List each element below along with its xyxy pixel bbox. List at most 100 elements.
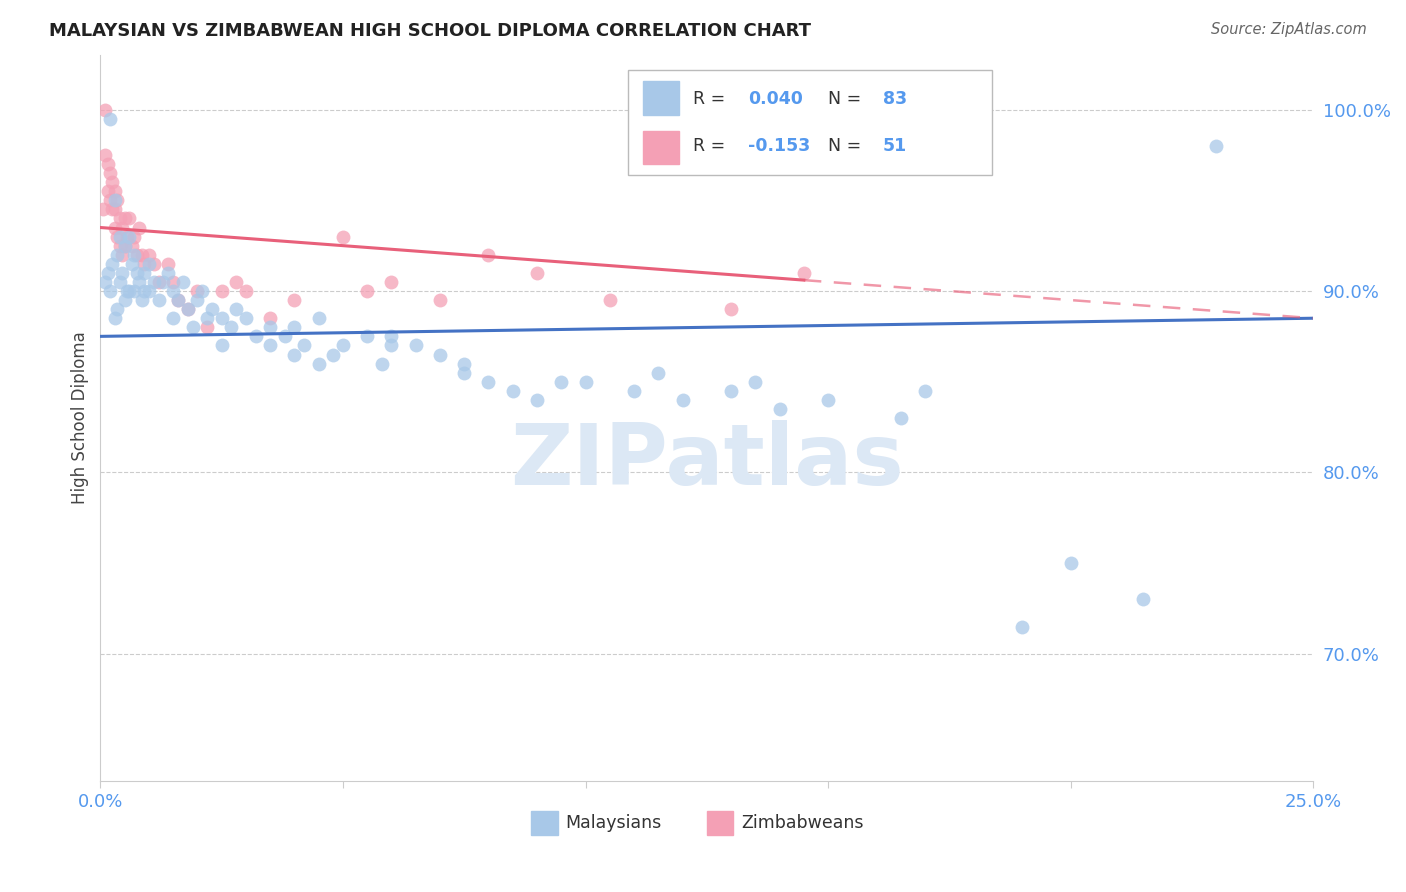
Point [111, 248, 134, 262]
Point [108, 211, 131, 226]
Point [128, 275, 150, 289]
Point [118, 284, 141, 298]
Point [405, 338, 427, 352]
Point [98, 112, 121, 126]
Point [101, 202, 124, 217]
Point [121, 257, 143, 271]
Point [108, 238, 131, 252]
Point [162, 275, 184, 289]
Point [118, 229, 141, 244]
Point [283, 293, 305, 307]
Point [195, 311, 218, 326]
Point [259, 338, 281, 352]
Point [283, 320, 305, 334]
Point [211, 284, 233, 298]
Point [1011, 620, 1033, 634]
Point [105, 229, 128, 244]
Point [115, 284, 138, 298]
Point [162, 284, 184, 298]
Point [1205, 139, 1227, 153]
Point [245, 329, 267, 343]
Point [152, 275, 174, 289]
Point [332, 338, 354, 352]
Point [162, 311, 184, 326]
Point [793, 266, 815, 280]
Point [131, 293, 153, 307]
Point [225, 275, 247, 289]
Point [124, 229, 146, 244]
Point [380, 338, 402, 352]
Point [101, 175, 124, 189]
Point [526, 266, 548, 280]
Point [647, 366, 669, 380]
Point [132, 266, 155, 280]
Text: Source: ZipAtlas.com: Source: ZipAtlas.com [1211, 22, 1367, 37]
Bar [531, 811, 558, 835]
Point [292, 338, 315, 352]
Point [115, 229, 138, 244]
Point [186, 284, 208, 298]
Point [91, 202, 114, 217]
Point [283, 347, 305, 361]
Point [371, 357, 394, 371]
Point [138, 257, 160, 271]
Point [114, 211, 136, 226]
Point [768, 401, 790, 416]
Point [453, 357, 475, 371]
Point [890, 411, 912, 425]
Point [138, 284, 160, 298]
Point [105, 248, 128, 262]
Point [225, 302, 247, 317]
Point [191, 284, 214, 298]
Point [235, 311, 257, 326]
Point [574, 375, 596, 389]
Point [322, 347, 344, 361]
Point [125, 248, 148, 262]
Point [176, 302, 198, 317]
Point [308, 311, 330, 326]
Point [114, 238, 136, 252]
Point [94, 148, 117, 162]
Point [138, 248, 160, 262]
Point [98, 166, 121, 180]
Point [453, 366, 475, 380]
Point [98, 284, 121, 298]
Point [356, 284, 378, 298]
Point [114, 238, 136, 252]
Point [429, 347, 451, 361]
Point [97, 266, 120, 280]
Point [121, 238, 143, 252]
Point [105, 194, 128, 208]
Point [148, 293, 170, 307]
Point [914, 384, 936, 398]
Point [101, 257, 124, 271]
Point [167, 293, 190, 307]
Point [167, 293, 190, 307]
Point [259, 320, 281, 334]
Point [98, 194, 121, 208]
Point [124, 248, 146, 262]
Point [104, 220, 127, 235]
Point [380, 275, 402, 289]
Point [111, 220, 134, 235]
Point [429, 293, 451, 307]
Point [104, 184, 127, 198]
Point [176, 302, 198, 317]
Point [211, 311, 233, 326]
Point [124, 284, 146, 298]
Bar [707, 811, 734, 835]
Point [105, 302, 128, 317]
Point [502, 384, 524, 398]
Text: Malaysians: Malaysians [565, 814, 661, 832]
Point [142, 257, 165, 271]
Point [623, 384, 645, 398]
Text: Zimbabweans: Zimbabweans [741, 814, 863, 832]
Point [104, 202, 127, 217]
Point [131, 248, 153, 262]
Point [477, 375, 499, 389]
Point [201, 302, 224, 317]
Point [114, 293, 136, 307]
Point [195, 320, 218, 334]
Text: MALAYSIAN VS ZIMBABWEAN HIGH SCHOOL DIPLOMA CORRELATION CHART: MALAYSIAN VS ZIMBABWEAN HIGH SCHOOL DIPL… [49, 22, 811, 40]
Point [720, 302, 742, 317]
